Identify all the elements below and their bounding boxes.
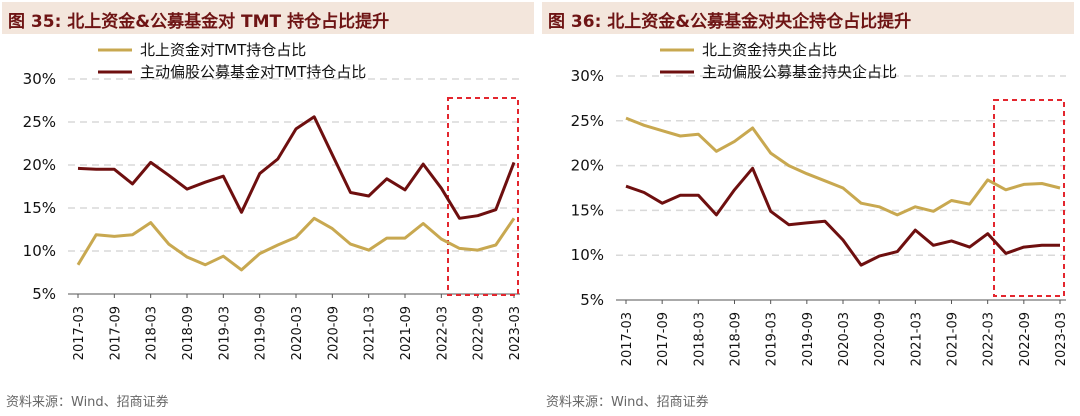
x-tick-label: 2023-03 — [508, 306, 523, 360]
y-tick-label: 20% — [23, 156, 56, 174]
x-tick-label: 2018-03 — [145, 306, 160, 360]
x-tick-label: 2018-09 — [729, 312, 744, 366]
x-tick-label: 2018-09 — [181, 306, 196, 360]
legend-label: 北上资金持央企占比 — [702, 41, 837, 59]
y-tick-label: 30% — [23, 70, 56, 88]
y-tick-label: 30% — [571, 67, 604, 85]
chart-title-bar: 图 35: 北上资金&公募基金对 TMT 持仓占比提升 — [2, 2, 534, 34]
y-tick-label: 5% — [32, 285, 56, 303]
x-tick-label: 2022-03 — [435, 306, 450, 360]
chart-svg-soe: 30% 25% 20% 15% 10% 5% 2017-03 2017-09 2018-03 20… — [571, 41, 1069, 366]
x-tick-label: 2019-09 — [801, 312, 816, 366]
y-tick-label: 25% — [23, 113, 56, 131]
x-tick-label: 2022-03 — [982, 312, 997, 366]
x-tick-label: 2021-09 — [946, 312, 961, 366]
legend-label: 北上资金对TMT持仓占比 — [140, 41, 306, 59]
y-tick-label: 5% — [580, 291, 604, 309]
source-note: 资料来源：Wind、招商证券 — [546, 395, 709, 410]
chart-title-bar: 图 36: 北上资金&公募基金对央企持仓占比提升 — [542, 2, 1074, 34]
series-line-active-fund — [77, 115, 516, 220]
y-tick-label: 10% — [571, 246, 604, 264]
highlight-box — [447, 97, 519, 296]
x-tick-label: 2023-03 — [1054, 312, 1069, 366]
x-tick-label: 2022-09 — [1018, 312, 1033, 366]
x-tick-label: 2019-03 — [765, 312, 780, 366]
series-line-northbound — [76, 216, 516, 272]
x-tick-label: 2020-03 — [290, 306, 305, 360]
x-tick-label: 2017-09 — [656, 312, 671, 366]
x-tick-label: 2018-03 — [692, 312, 707, 366]
source-note: 资料来源：Wind、招商证券 — [6, 395, 169, 410]
x-tick-label: 2022-09 — [472, 306, 487, 360]
series-line-northbound — [625, 116, 1061, 217]
x-tick-label: 2019-09 — [254, 306, 269, 360]
x-tick-label: 2017-03 — [620, 312, 635, 366]
chart-panel-left: 图 35: 北上资金&公募基金对 TMT 持仓占比提升 30% 25% 20% 15%… — [2, 2, 534, 410]
y-tick-label: 25% — [571, 112, 604, 130]
legend-label: 主动偏股公募基金对TMT持仓占比 — [140, 63, 366, 81]
highlight-box — [993, 99, 1065, 297]
series-line-active-fund — [625, 166, 1060, 267]
chart-svg-tmt: 30% 25% 20% 15% 10% 5% 2017-03 2017-09 2018-03 20… — [23, 41, 523, 360]
legend-label: 主动偏股公募基金持央企占比 — [702, 63, 897, 81]
x-tick-label: 2021-09 — [399, 306, 414, 360]
y-tick-label: 15% — [571, 201, 604, 219]
y-tick-label: 15% — [23, 199, 56, 217]
x-tick-label: 2020-09 — [326, 306, 341, 360]
x-tick-label: 2021-03 — [363, 306, 378, 360]
x-tick-label: 2019-03 — [217, 306, 232, 360]
chart-title: 图 36: 北上资金&公募基金对央企持仓占比提升 — [548, 12, 912, 32]
chart-title: 图 35: 北上资金&公募基金对 TMT 持仓占比提升 — [8, 12, 390, 32]
y-tick-label: 20% — [571, 157, 604, 175]
x-tick-label: 2020-09 — [873, 312, 888, 366]
chart-panel-right: 图 36: 北上资金&公募基金对央企持仓占比提升 30% 25% 20% 15% 10%… — [540, 0, 1080, 416]
x-tick-label: 2020-03 — [837, 312, 852, 366]
y-tick-label: 10% — [23, 242, 56, 260]
x-tick-label: 2021-03 — [909, 312, 924, 366]
x-tick-label: 2017-09 — [108, 306, 123, 360]
x-tick-label: 2017-03 — [72, 306, 87, 360]
